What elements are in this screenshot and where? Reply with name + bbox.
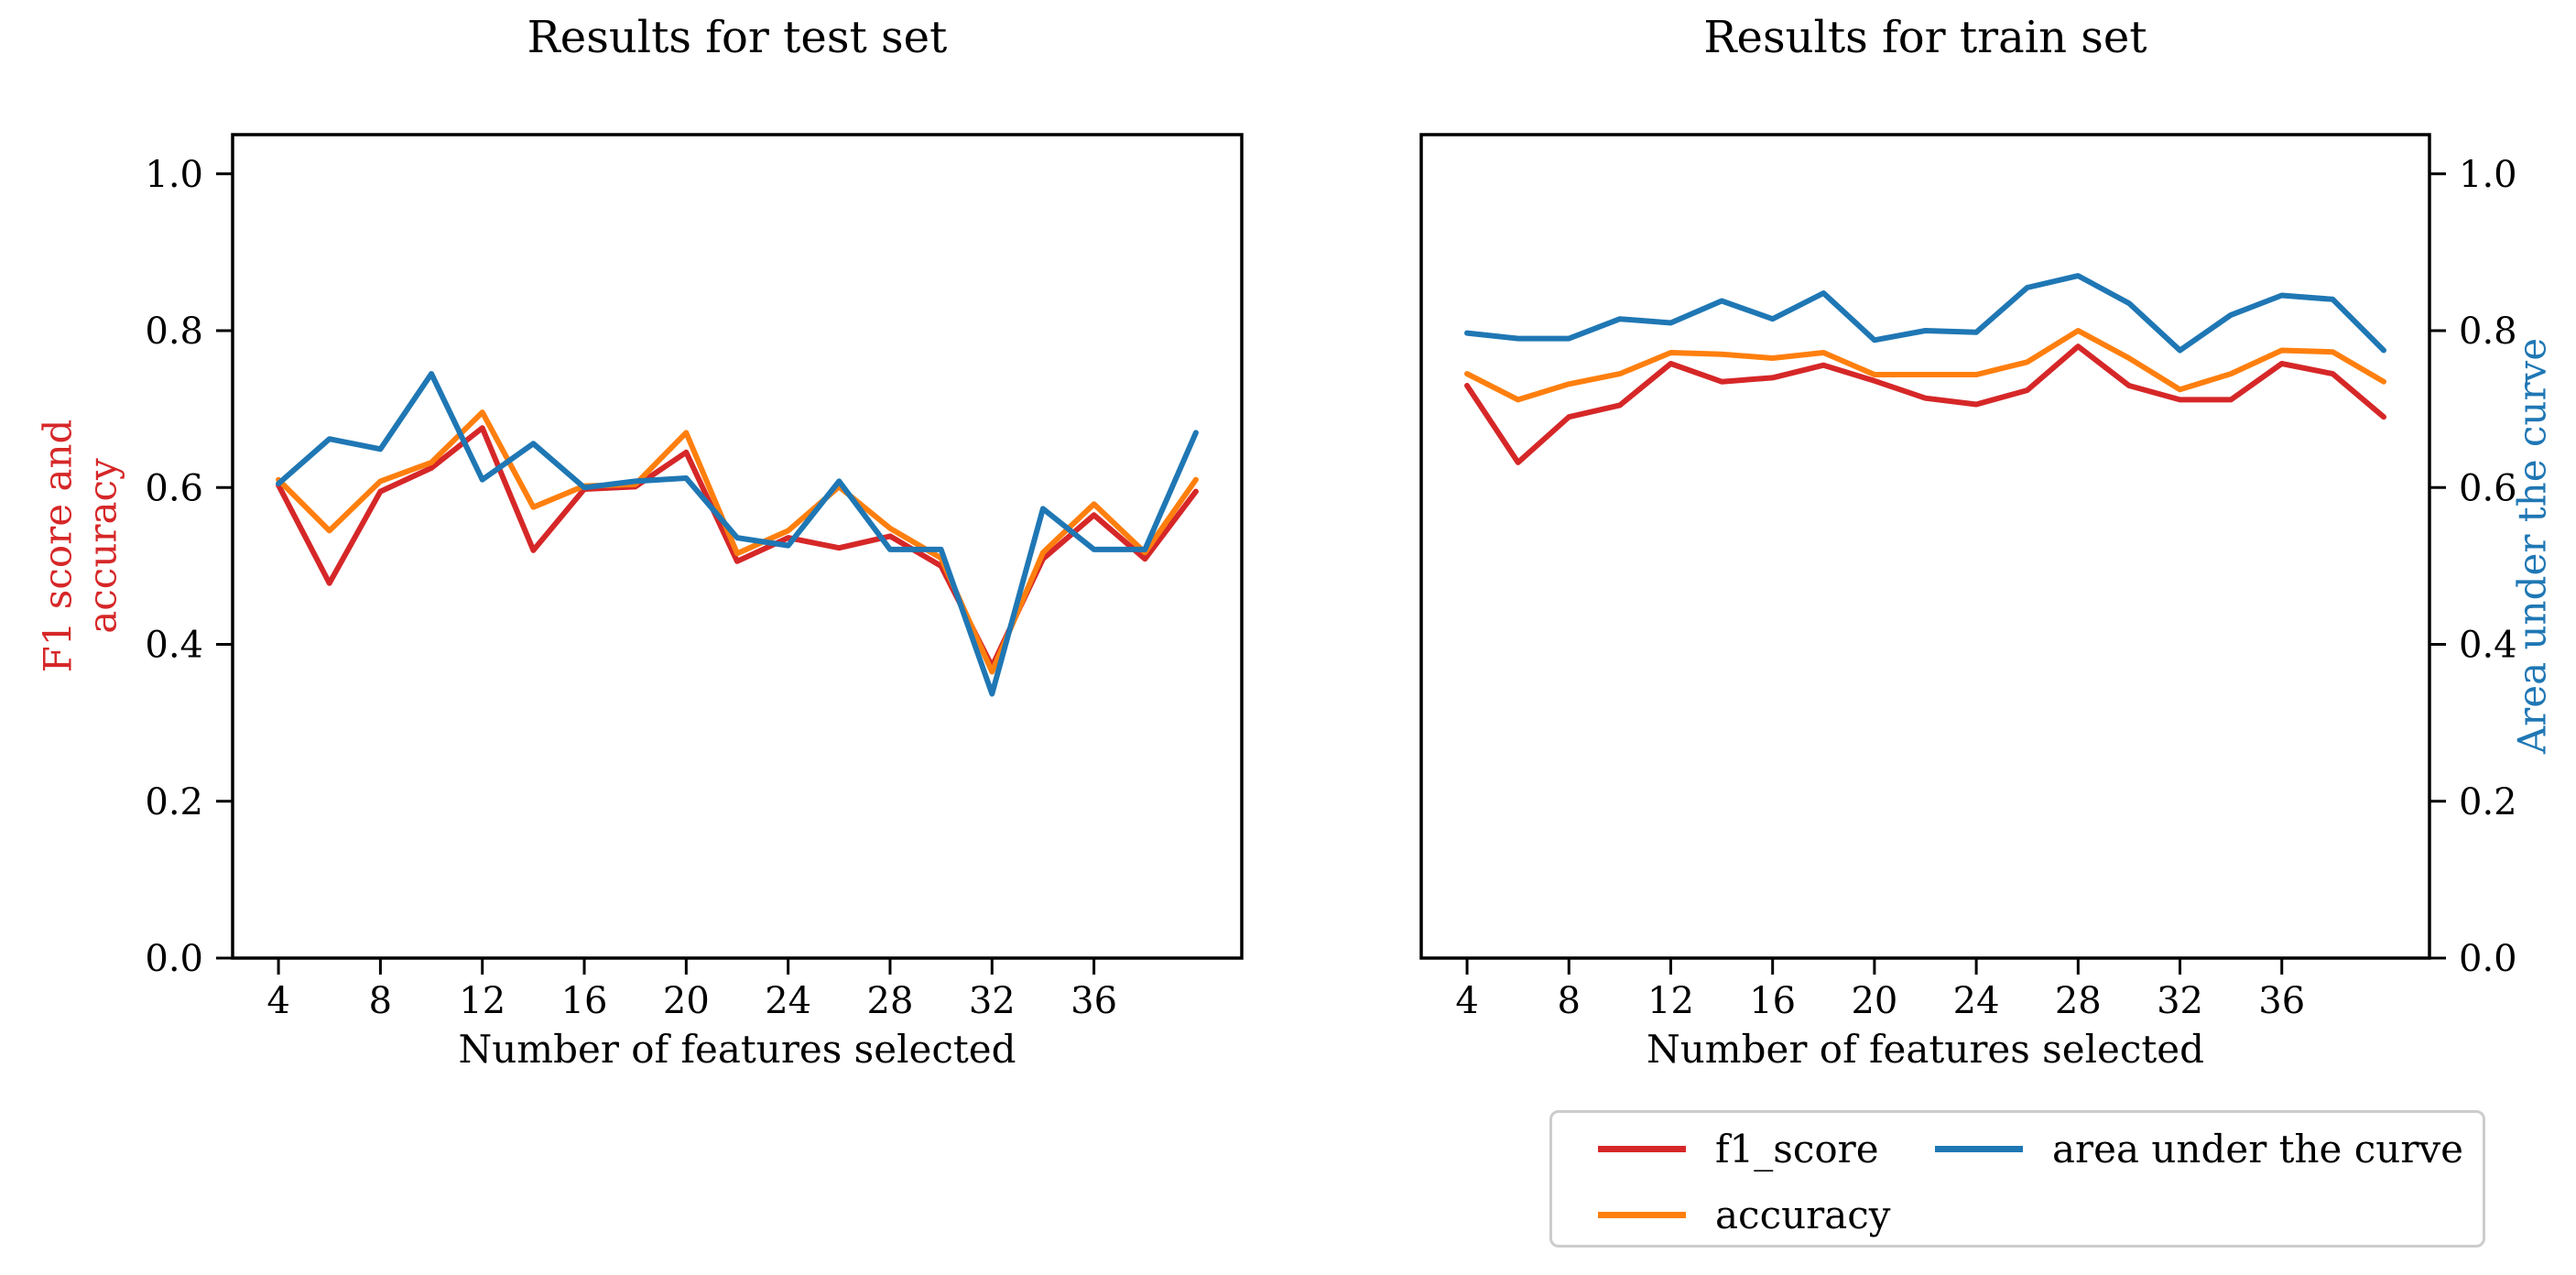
y-tick-label: 0.8 [145, 311, 203, 353]
x-tick-label: 12 [459, 980, 505, 1022]
x-tick-label: 24 [1953, 980, 2000, 1022]
legend-item-f1-score: f1_score [1598, 1126, 1879, 1171]
y-tick-label: 0.6 [145, 467, 203, 509]
x-tick-label: 20 [663, 980, 710, 1022]
y-tick-label: 1.0 [2459, 154, 2517, 196]
y-tick-label: 0.4 [145, 625, 203, 667]
y-tick-label: 0.4 [2459, 625, 2517, 667]
area-under-the-curve-line [1464, 273, 2386, 354]
axes-frame [231, 133, 1244, 960]
legend-label-area-under-curve: area under the curve [2052, 1126, 2463, 1171]
y-tick-label: 0.8 [2459, 311, 2517, 353]
y-tick-label: 0.2 [145, 781, 203, 823]
x-tick-label: 4 [1455, 980, 1478, 1022]
left-plot-xlabel: Number of features selected [458, 1027, 1016, 1072]
accuracy-line-swatch [1598, 1211, 1686, 1218]
right-plot-axes: 4 8 12 16 20 24 28 32 36 0.0 0.2 0.4 0.6 0.8 1.0 [1419, 133, 2517, 1022]
f1_score-line [1464, 343, 2386, 465]
y-tick-label: 0.2 [2459, 781, 2517, 823]
x-tick-label: 8 [369, 980, 392, 1022]
x-tick-label: 24 [765, 980, 811, 1022]
axes-frame [1419, 133, 2431, 960]
left-plot-ylabel: F1 score and accuracy [35, 419, 125, 673]
legend-item-area-under-curve: area under the curve [1935, 1126, 2463, 1171]
right-plot-ylabel: Area under the curve [2509, 337, 2555, 755]
left-plot-title: Results for test set [527, 12, 948, 63]
x-tick-label: 28 [867, 980, 914, 1022]
f1-score-line-swatch [1598, 1145, 1686, 1152]
legend-box: f1_score accuracy area under the curve [1549, 1110, 2485, 1248]
x-tick-label: 36 [1071, 980, 1117, 1022]
area-under-the-curve-line [276, 371, 1199, 697]
x-tick-label: 12 [1647, 980, 1694, 1022]
right-plot-title: Results for train set [1703, 12, 2147, 63]
legend-item-accuracy: accuracy [1598, 1192, 1891, 1237]
area-under-curve-line-swatch [1935, 1145, 2023, 1152]
y-tick-label: 0.6 [2459, 467, 2517, 509]
x-tick-label: 8 [1558, 980, 1581, 1022]
legend-label-accuracy: accuracy [1715, 1192, 1891, 1237]
x-tick-label: 16 [561, 980, 608, 1022]
accuracy-line [1464, 328, 2386, 403]
x-tick-label: 32 [2157, 980, 2203, 1022]
x-tick-label: 4 [266, 980, 289, 1022]
y-tick-label: 1.0 [145, 154, 203, 196]
left-plot-axes: 4 8 12 16 20 24 28 32 36 0.0 0.2 0.4 0.6 0.8 1.0 [145, 133, 1244, 1022]
accuracy-line [276, 409, 1199, 675]
right-plot-xlabel: Number of features selected [1646, 1027, 2205, 1072]
legend-label-f1-score: f1_score [1715, 1126, 1879, 1171]
x-tick-label: 36 [2258, 980, 2305, 1022]
y-tick-label: 0.0 [145, 938, 203, 980]
y-tick-label: 0.0 [2459, 938, 2517, 980]
x-tick-label: 16 [1749, 980, 1796, 1022]
x-tick-label: 32 [969, 980, 1016, 1022]
x-tick-label: 28 [2055, 980, 2102, 1022]
x-tick-label: 20 [1851, 980, 1897, 1022]
